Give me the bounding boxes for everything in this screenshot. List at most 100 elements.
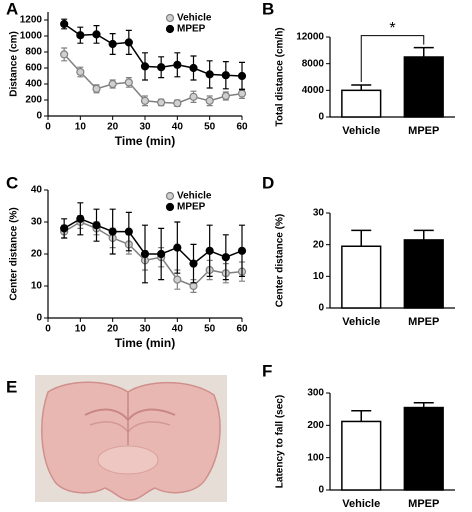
x-axis-label: Time (min) [115, 336, 175, 350]
x-tick-label: MPEP [408, 316, 439, 328]
data-point [237, 89, 247, 98]
panel-label: B [262, 0, 274, 18]
x-tick-label: 30 [139, 324, 151, 335]
data-point [237, 71, 247, 81]
x-tick-label: 50 [204, 122, 216, 133]
y-tick-label: 20 [31, 249, 43, 260]
x-tick-label: Vehicle [342, 125, 380, 137]
x-tick-label: MPEP [408, 125, 439, 137]
data-point [189, 92, 198, 101]
data-point [221, 71, 230, 80]
y-tick-label: 10 [313, 271, 325, 282]
data-point [157, 98, 166, 107]
legend-label: Vehicle [177, 13, 212, 24]
x-tick-label: 30 [139, 122, 151, 133]
y-tick-label: 0 [318, 303, 324, 314]
y-tick-label: 100 [307, 452, 324, 463]
y-axis-label: Distance (cm) [9, 31, 20, 97]
y-tick-label: 4000 [302, 85, 325, 96]
legend-label: MPEP [177, 202, 206, 213]
data-point [157, 63, 166, 72]
brain-structure [97, 445, 159, 475]
legend-marker [165, 202, 175, 212]
data-point [76, 214, 85, 223]
data-point [124, 78, 133, 87]
data-point [108, 39, 117, 49]
y-tick-label: 30 [313, 208, 325, 219]
x-tick-label: MPEP [408, 498, 439, 510]
panel-label: A [6, 0, 18, 18]
legend-marker [165, 191, 175, 201]
y-tick-label: 20 [313, 239, 325, 250]
y-tick-label: 0 [36, 313, 42, 324]
y-tick-label: 200 [307, 420, 324, 431]
y-tick-label: 12000 [296, 32, 324, 43]
data-point [173, 275, 182, 284]
legend-marker [165, 24, 175, 34]
data-point [108, 79, 117, 89]
data-point [76, 31, 85, 40]
data-point [173, 99, 182, 108]
brain-image [35, 375, 227, 502]
bar [341, 89, 382, 118]
y-axis-label: Latency to fall (sec) [275, 395, 286, 488]
x-tick-label: 0 [45, 324, 51, 335]
x-tick-label: 40 [172, 324, 184, 335]
error-bar [351, 229, 372, 247]
legend-label: MPEP [177, 24, 206, 35]
data-point [237, 246, 247, 255]
y-tick-label: 10 [31, 281, 43, 292]
bar [403, 406, 444, 491]
x-tick-label: 10 [75, 324, 87, 335]
panel-label: E [6, 377, 17, 396]
data-point [189, 259, 198, 268]
data-point [205, 96, 214, 105]
x-tick-label: 60 [236, 122, 248, 133]
data-point [221, 91, 230, 101]
x-tick-label: 40 [172, 122, 184, 133]
panel-label: C [6, 173, 18, 192]
data-point [157, 249, 166, 259]
y-axis-label: Center distance (%) [275, 214, 286, 307]
data-point [108, 227, 117, 236]
data-point [221, 253, 230, 262]
error-bar [413, 46, 434, 57]
error-bar [413, 401, 434, 408]
x-tick-label: Vehicle [342, 316, 380, 328]
data-point [140, 62, 150, 71]
y-tick-label: 0 [318, 112, 324, 123]
data-point [60, 224, 69, 233]
bar [341, 420, 382, 491]
data-point [124, 38, 133, 47]
y-tick-label: 800 [25, 47, 42, 58]
error-bar [351, 84, 372, 91]
y-tick-label: 300 [307, 388, 324, 399]
data-point [173, 60, 182, 69]
bar [403, 239, 444, 309]
bar [341, 245, 382, 309]
data-point [189, 63, 198, 73]
data-point [92, 221, 101, 230]
y-tick-label: 200 [25, 95, 42, 106]
y-tick-label: 0 [318, 485, 324, 496]
bar [403, 56, 444, 118]
data-point [76, 67, 85, 77]
y-axis-label: Total distance (cm/h) [275, 27, 286, 126]
significance-bracket [360, 35, 425, 82]
x-tick-label: 10 [75, 122, 87, 133]
y-axis-label: Center distance (%) [9, 207, 20, 300]
data-point [60, 19, 69, 29]
x-tick-label: Vehicle [342, 498, 380, 510]
panel-label: D [262, 173, 274, 192]
y-tick-label: 0 [36, 111, 42, 122]
data-point [92, 84, 101, 93]
x-tick-label: 0 [45, 122, 51, 133]
significance-label: * [389, 20, 395, 37]
y-tick-label: 600 [25, 63, 42, 74]
data-point [140, 249, 150, 259]
y-tick-label: 8000 [302, 58, 325, 69]
x-axis-label: Time (min) [115, 134, 175, 148]
panel-label: F [262, 361, 272, 380]
data-point [173, 243, 182, 252]
